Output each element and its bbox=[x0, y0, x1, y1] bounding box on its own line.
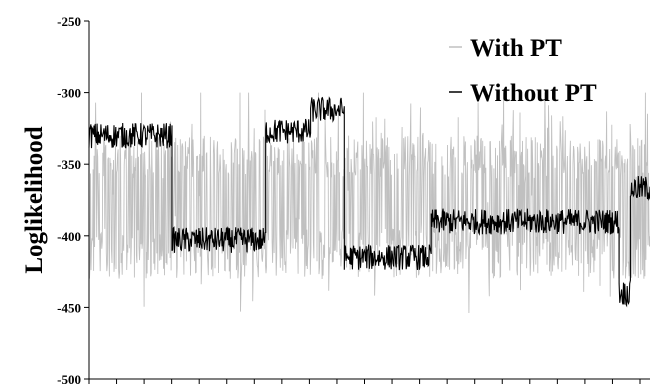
y-ticks: -250 -300 -350 -400 -450 -500 bbox=[57, 14, 89, 387]
legend: With PT Without PT bbox=[449, 35, 597, 107]
series-line-with-pt bbox=[88, 92, 650, 314]
legend-label-without-pt: Without PT bbox=[470, 80, 597, 107]
y-tick-label: -500 bbox=[57, 372, 81, 387]
y-tick-label: -450 bbox=[57, 300, 81, 315]
legend-label-with-pt: With PT bbox=[470, 35, 562, 62]
series-line-without-pt bbox=[88, 96, 650, 308]
y-tick-label: -400 bbox=[57, 229, 81, 244]
y-axis-label: Loglikelihood bbox=[21, 126, 48, 273]
x-ticks bbox=[88, 379, 641, 384]
y-tick-label: -250 bbox=[57, 14, 81, 29]
y-tick-label: -350 bbox=[57, 157, 81, 172]
y-tick-label: -300 bbox=[57, 86, 81, 101]
series-layer bbox=[88, 92, 650, 314]
